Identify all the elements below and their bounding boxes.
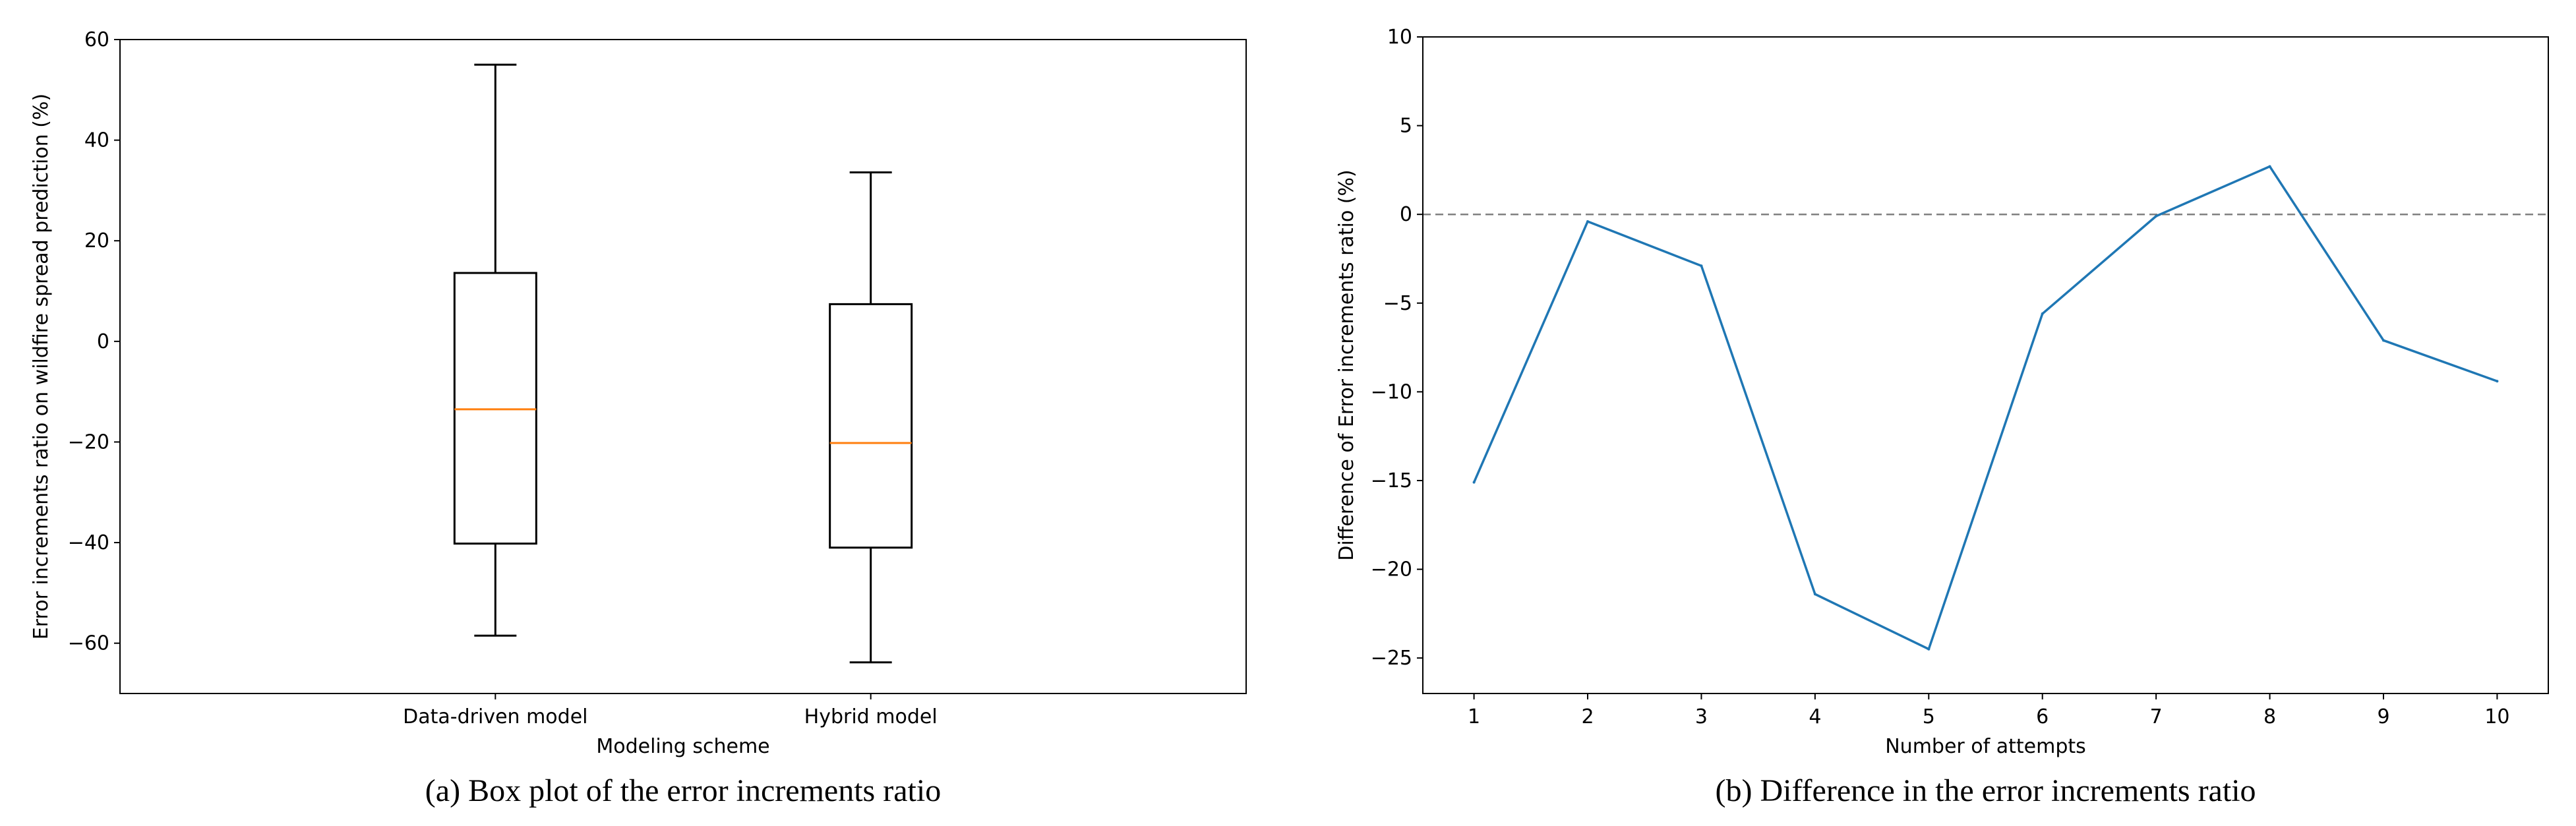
interquartile-box	[453, 272, 537, 545]
y-tick-label: 40	[84, 129, 109, 152]
line-chart-caption: (b) Difference in the error increments r…	[1715, 773, 2256, 808]
x-tick-label: 8	[2263, 705, 2276, 728]
data-point	[1700, 264, 1703, 268]
data-point	[1472, 481, 1476, 484]
y-tick-label: −10	[1371, 380, 1412, 403]
data-point	[2268, 165, 2271, 168]
line-chart-axes-frame	[1422, 36, 2549, 694]
data-point	[1586, 220, 1590, 223]
x-tick-label: 3	[1695, 705, 1708, 728]
interquartile-box	[829, 303, 913, 549]
y-tick-label: −20	[1371, 558, 1412, 581]
difference-series-line	[1472, 165, 2498, 651]
y-tick-label: 0	[97, 330, 109, 353]
box-plot-caption: (a) Box plot of the error increments rat…	[425, 773, 941, 808]
line-chart-panel: −25 −20 −15 −10 −5 0 5 10 1 2 3 4 5 6 7 8 9 10 Number of…	[1335, 26, 2549, 808]
data-point	[1927, 647, 1931, 651]
y-tick-label: −60	[68, 632, 109, 655]
x-tick-label: 2	[1581, 705, 1594, 728]
x-tick-label: 6	[2036, 705, 2049, 728]
y-tick-label: −40	[68, 531, 109, 554]
x-tick-label: 9	[2377, 705, 2389, 728]
data-point	[2041, 312, 2044, 315]
x-tick-label: 1	[1468, 705, 1480, 728]
y-tick-label: 10	[1387, 26, 1412, 49]
x-tick-label: Hybrid model	[804, 705, 938, 728]
data-point	[2496, 380, 2499, 383]
x-tick-label: 10	[2484, 705, 2509, 728]
box-plot-x-axis-label: Modeling scheme	[596, 735, 769, 758]
y-tick-label: 20	[84, 229, 109, 252]
x-tick-label: 4	[1809, 705, 1821, 728]
line-chart-x-axis-label: Number of attempts	[1885, 735, 2086, 758]
y-tick-label: −15	[1371, 469, 1412, 492]
x-tick-label: Data-driven model	[403, 705, 587, 728]
line-chart-y-axis-label: Difference of Error increments ratio (%)	[1335, 169, 1358, 561]
y-tick-label: 60	[84, 28, 109, 51]
box-data-driven-model	[453, 63, 537, 637]
data-point	[2155, 214, 2158, 218]
y-tick-label: −25	[1371, 647, 1412, 670]
data-point	[1813, 593, 1816, 596]
x-tick-label: 5	[1923, 705, 1935, 728]
data-point	[2381, 339, 2385, 342]
box-plot-axes-frame	[119, 39, 1247, 694]
y-tick-label: 0	[1400, 203, 1412, 226]
box-plot-y-axis-label: Error increments ratio on wildfire sprea…	[30, 94, 53, 639]
x-tick-label: 7	[2150, 705, 2163, 728]
y-tick-label: −20	[68, 430, 109, 454]
box-plot-panel: −60 −40 −20 0 20 40 60 Data-driven model Hybrid…	[30, 28, 1247, 808]
box-hybrid-model	[829, 171, 913, 664]
y-tick-label: 5	[1400, 115, 1412, 138]
y-tick-label: −5	[1383, 292, 1412, 315]
